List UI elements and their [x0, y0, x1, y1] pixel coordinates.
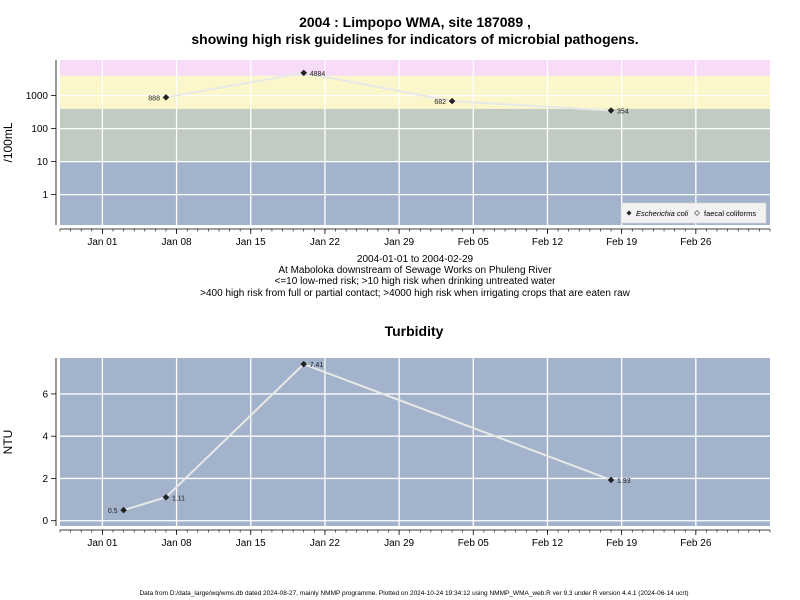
x-tick-label-3: Jan 22 — [310, 538, 340, 549]
y-tick-label-2: 100 — [31, 124, 48, 135]
x-tick-label-5: Feb 05 — [458, 237, 490, 248]
data-point-1 — [300, 69, 308, 77]
caption-line-3: <=10 low-med risk; >10 high risk when dr… — [275, 276, 557, 287]
y-tick-label-3: 6 — [42, 389, 48, 400]
data-label-0: 0.5 — [108, 508, 118, 515]
data-point-3 — [607, 476, 615, 484]
legend-marker-ecoli — [626, 210, 632, 216]
data-point-2 — [448, 97, 456, 105]
data-point-0 — [162, 94, 170, 101]
legend-marker-faecal — [694, 210, 700, 216]
data-point-3 — [607, 107, 615, 114]
top-chart-title-line1: 2004 : Limpopo WMA, site 187089 , — [299, 14, 531, 30]
top-chart-title-line2: showing high risk guidelines for indicat… — [191, 31, 638, 47]
risk-band-2 — [60, 75, 770, 109]
y-axis-label: /100mL — [1, 122, 15, 162]
caption-line-1: 2004-01-01 to 2004-02-29 — [357, 254, 474, 265]
data-label-2: 682 — [434, 99, 446, 106]
x-tick-label-7: Feb 19 — [606, 538, 638, 549]
data-point-0 — [120, 506, 127, 514]
series-line-0 — [123, 362, 612, 512]
x-tick-label-3: Jan 22 — [310, 237, 340, 248]
caption-line-4: >400 high risk from full or partial cont… — [200, 288, 630, 299]
x-tick-label-6: Feb 12 — [532, 237, 564, 248]
data-label-2: 7.41 — [310, 362, 324, 369]
legend-box — [620, 202, 767, 224]
y-axis-label: NTU — [1, 430, 15, 455]
caption-line-2: At Maboloka downstream of Sewage Works o… — [278, 265, 552, 276]
data-point-1 — [162, 493, 170, 501]
risk-band-3 — [60, 60, 770, 76]
x-tick-label-2: Jan 15 — [236, 538, 266, 549]
data-label-1: 4884 — [310, 71, 326, 78]
data-label-3: 1.93 — [617, 478, 631, 485]
x-tick-label-2: Jan 15 — [236, 237, 266, 248]
plot-background — [60, 358, 770, 526]
x-tick-label-0: Jan 01 — [87, 538, 117, 549]
legend-entry-faecal: faecal coliforms — [704, 209, 756, 218]
y-tick-label-1: 10 — [37, 157, 49, 168]
y-tick-label-0: 0 — [42, 516, 48, 527]
y-tick-label-3: 1000 — [26, 91, 49, 102]
x-tick-label-4: Jan 29 — [384, 237, 414, 248]
x-tick-label-1: Jan 08 — [162, 237, 192, 248]
x-tick-label-8: Feb 26 — [680, 237, 712, 248]
microbial-panel: Jan 01 Jan 08 Jan 15 Jan 22 Jan 29 Feb 05 Feb … — [1, 60, 771, 248]
risk-band-1 — [60, 108, 770, 162]
x-tick-label-6: Feb 12 — [532, 538, 564, 549]
x-tick-label-5: Feb 05 — [458, 538, 490, 549]
x-tick-label-7: Feb 19 — [606, 237, 638, 248]
turbidity-panel: Jan 01 Jan 08 Jan 15 Jan 22 Jan 29 Feb 05 Feb … — [1, 358, 771, 549]
turbidity-chart-title: Turbidity — [385, 323, 444, 339]
x-tick-label-4: Jan 29 — [384, 538, 414, 549]
footer-note: Data from D:/data_large/wq/wms.db dated … — [139, 590, 688, 597]
y-tick-label-0: 1 — [42, 190, 48, 201]
data-label-1: 1.11 — [172, 495, 185, 502]
series-line-0 — [165, 71, 612, 112]
y-tick-label-2: 4 — [42, 432, 48, 443]
data-point-2 — [300, 360, 308, 368]
x-tick-label-8: Feb 26 — [680, 538, 712, 549]
y-tick-label-1: 2 — [42, 474, 48, 485]
data-label-3: 354 — [617, 108, 629, 115]
x-tick-label-0: Jan 01 — [87, 237, 117, 248]
x-tick-label-1: Jan 08 — [162, 538, 192, 549]
data-label-0: 888 — [148, 95, 160, 102]
legend-entry-ecoli: Escherichia coli — [636, 209, 688, 218]
